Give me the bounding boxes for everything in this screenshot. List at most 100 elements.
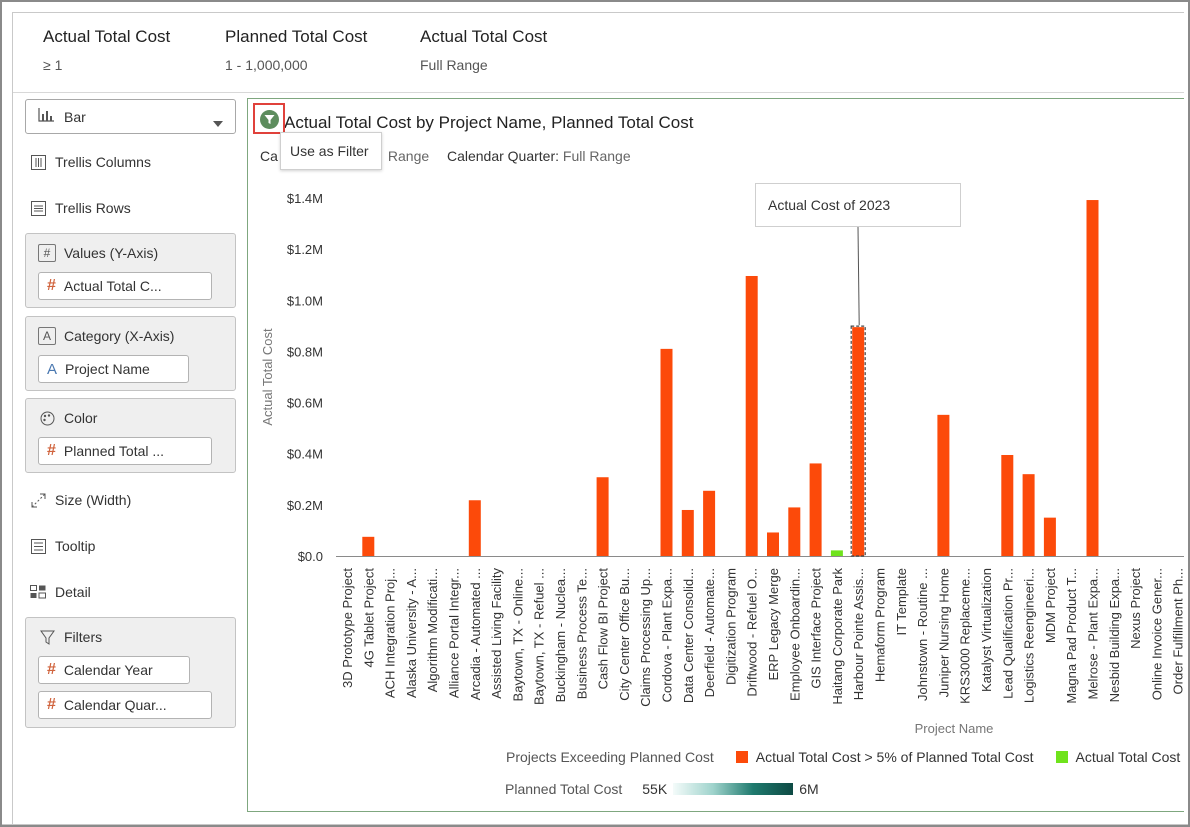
attribute-icon: A bbox=[38, 327, 56, 345]
use-as-filter-highlight[interactable] bbox=[253, 103, 285, 134]
bar[interactable] bbox=[362, 536, 375, 556]
selected-bar-outline bbox=[850, 325, 866, 557]
x-tick-label: Deerfield - Automate... bbox=[702, 568, 717, 697]
y-tick-label: $1.0M bbox=[287, 293, 323, 308]
x-tick-label: Assisted Living Facility bbox=[489, 568, 504, 699]
measure-icon: # bbox=[47, 661, 56, 678]
measure-icon: # bbox=[47, 442, 56, 459]
trellis-columns-drop[interactable]: Trellis Columns bbox=[29, 151, 151, 173]
bar[interactable] bbox=[852, 327, 865, 556]
color-pill[interactable]: # Planned Total ... bbox=[38, 437, 212, 465]
funnel-icon bbox=[38, 628, 56, 646]
annotation-callout: Actual Cost of 2023 bbox=[755, 183, 961, 227]
trellis-rows-label: Trellis Rows bbox=[55, 200, 131, 216]
bar[interactable] bbox=[1001, 454, 1014, 556]
bar[interactable] bbox=[703, 490, 716, 556]
values-pill[interactable]: # Actual Total C... bbox=[38, 272, 212, 300]
bar[interactable] bbox=[767, 532, 779, 556]
color-section[interactable]: Color # Planned Total ... bbox=[25, 398, 236, 473]
trellis-rows-icon bbox=[29, 199, 47, 217]
x-tick-label: Logistics Reengineeri... bbox=[1022, 568, 1037, 703]
x-axis-title: Project Name bbox=[915, 721, 994, 736]
x-tick-label: Order Fulfillment Ph... bbox=[1171, 568, 1184, 694]
bar[interactable] bbox=[788, 507, 801, 556]
y-tick-label: $1.2M bbox=[287, 242, 323, 257]
callout-connector bbox=[857, 226, 860, 326]
bar[interactable] bbox=[809, 463, 822, 556]
filter-title: Actual Total Cost bbox=[420, 27, 548, 46]
x-tick-label: 4G Tablet Project bbox=[361, 568, 376, 668]
detail-label: Detail bbox=[55, 584, 91, 600]
y-tick-label: $1.4M bbox=[287, 191, 323, 206]
tooltip-icon bbox=[29, 537, 47, 555]
legend-gradient: Planned Total Cost 55K 6M bbox=[505, 781, 819, 797]
values-y-axis-section[interactable]: # Values (Y-Axis) # Actual Total C... bbox=[25, 233, 236, 308]
bar[interactable] bbox=[937, 414, 950, 556]
y-tick-label: $0.8M bbox=[287, 344, 323, 359]
bar[interactable] bbox=[681, 509, 694, 556]
hash-icon: # bbox=[38, 244, 56, 262]
x-tick-label: Online Invoice Gener... bbox=[1149, 568, 1164, 700]
x-tick-label: 3D Prototype Project bbox=[340, 568, 355, 688]
category-label: Category (X-Axis) bbox=[64, 328, 175, 344]
use-as-filter-tooltip: Use as Filter bbox=[280, 132, 382, 170]
x-tick-label: Magna Pad Product T... bbox=[1064, 568, 1079, 704]
x-tick-label: Alaska University - A... bbox=[404, 568, 419, 698]
tooltip-drop[interactable]: Tooltip bbox=[29, 535, 95, 557]
x-tick-label: Nexus Project bbox=[1128, 568, 1143, 649]
category-pill[interactable]: A Project Name bbox=[38, 355, 189, 383]
y-axis-title: Actual Total Cost bbox=[260, 328, 275, 426]
x-tick-label: Digitization Program bbox=[723, 568, 738, 685]
workbench: Actual Total Cost ≥ 1 Planned Total Cost… bbox=[12, 12, 1184, 824]
bar[interactable] bbox=[660, 348, 673, 556]
bar[interactable] bbox=[745, 275, 758, 556]
filter-actual-total-cost[interactable]: Actual Total Cost ≥ 1 bbox=[43, 27, 170, 73]
filter-title: Actual Total Cost bbox=[43, 27, 171, 46]
gradient-legend-title: Planned Total Cost bbox=[505, 781, 623, 797]
color-header: Color bbox=[26, 399, 235, 427]
filter-value: 1 - 1,000,000 bbox=[225, 57, 308, 73]
x-tick-label: Johnstown - Routine ... bbox=[915, 568, 930, 701]
values-label: Values (Y-Axis) bbox=[64, 245, 159, 261]
bar[interactable] bbox=[596, 477, 609, 556]
filter-planned-total-cost[interactable]: Planned Total Cost 1 - 1,000,000 bbox=[225, 27, 367, 73]
filter-pill-label: Calendar Quar... bbox=[63, 697, 167, 713]
legend-swatch-exceeding bbox=[735, 751, 748, 763]
category-pill-label: Project Name bbox=[65, 361, 150, 377]
gradient-max-label: 6M bbox=[799, 781, 819, 797]
x-tick-label: Driftwood - Refuel O... bbox=[745, 568, 760, 697]
detail-icon bbox=[29, 583, 47, 601]
x-tick-label: Claims Processing Up... bbox=[638, 568, 653, 707]
trellis-rows-drop[interactable]: Trellis Rows bbox=[29, 197, 131, 219]
x-tick-label: Hemaform Program bbox=[873, 568, 888, 682]
x-tick-label: Haitang Corporate Park bbox=[830, 568, 845, 705]
x-tick-label: Harbour Pointe Assis... bbox=[851, 568, 866, 700]
legend-item-exceeding[interactable]: Actual Total Cost > 5% of Planned Total … bbox=[755, 749, 1034, 765]
filters-label: Filters bbox=[64, 629, 103, 645]
bar[interactable] bbox=[830, 550, 843, 556]
viz-type-dropdown[interactable]: Bar bbox=[25, 99, 236, 134]
bar[interactable] bbox=[1043, 517, 1056, 556]
size-drop[interactable]: Size (Width) bbox=[29, 489, 131, 511]
category-x-axis-section[interactable]: A Category (X-Axis) A Project Name bbox=[25, 316, 236, 391]
filter-icon[interactable] bbox=[260, 110, 279, 129]
bar[interactable] bbox=[1086, 200, 1099, 556]
legend-item-under[interactable]: Actual Total Cost < 5 bbox=[1075, 749, 1185, 765]
detail-drop[interactable]: Detail bbox=[29, 581, 91, 603]
palette-icon bbox=[38, 409, 56, 427]
trellis-columns-icon bbox=[29, 153, 47, 171]
subfilter-2-value: Full Range bbox=[562, 148, 631, 164]
filters-section[interactable]: Filters # Calendar Year # Calendar Quar.… bbox=[25, 617, 236, 728]
filter-pill-calendar-year[interactable]: # Calendar Year bbox=[38, 656, 190, 684]
category-header: A Category (X-Axis) bbox=[26, 317, 235, 345]
x-tick-label: Baytown, TX - Refuel ... bbox=[532, 568, 547, 705]
bar[interactable] bbox=[1022, 474, 1035, 556]
y-tick-label: $0.0 bbox=[298, 549, 323, 564]
filter-actual-total-cost-range[interactable]: Actual Total Cost Full Range bbox=[420, 27, 547, 73]
bar[interactable] bbox=[468, 500, 481, 556]
bar-chart[interactable]: $0.0 $0.2M $0.4M $0.6M $0.8M $1.0M $1.2M $1.4M A… bbox=[248, 161, 1184, 811]
x-tick-label: Alliance Portal Integr... bbox=[447, 568, 462, 698]
visualization-canvas[interactable]: Actual Total Cost by Project Name, Plann… bbox=[247, 98, 1184, 812]
y-tick-label: $0.6M bbox=[287, 396, 323, 411]
filter-pill-calendar-quarter[interactable]: # Calendar Quar... bbox=[38, 691, 212, 719]
